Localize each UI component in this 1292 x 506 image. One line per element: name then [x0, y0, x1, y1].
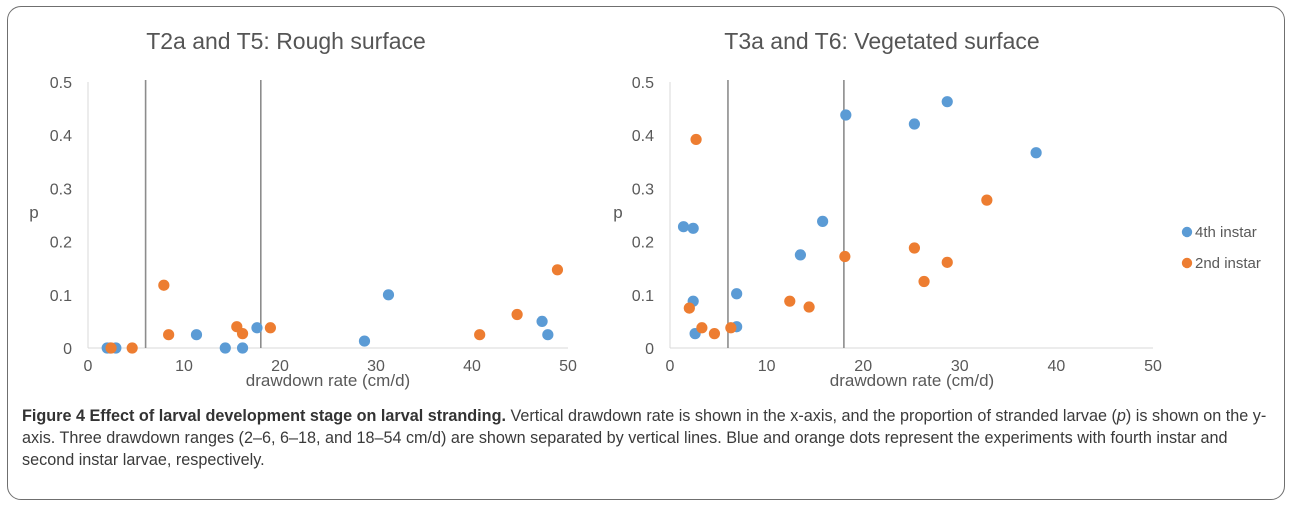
left-series-1-point: [511, 308, 523, 321]
left-series-1-point: [158, 279, 170, 291]
right-series-1-point: [696, 322, 708, 334]
right-y-axis-label: p: [613, 203, 622, 222]
right-x-tick-label: 30: [951, 358, 969, 375]
right-series-1-point: [683, 302, 695, 314]
caption-title: Figure 4 Effect of larval development st…: [22, 407, 506, 425]
left-series-0-point: [358, 335, 371, 347]
right-series-0-point: [840, 109, 852, 121]
left-series-1-point: [236, 328, 249, 340]
right-y-tick-label: 0.1: [632, 288, 654, 305]
left-series-1-point: [105, 342, 117, 354]
right-series-0-point: [794, 249, 807, 261]
right-legend-marker-0: [1181, 226, 1193, 238]
right-chart-title: T3a and T6: Vegetated surface: [724, 28, 1039, 54]
left-series-1-point: [264, 322, 276, 334]
left-series-1-point: [474, 329, 486, 341]
right-x-tick-label: 50: [1144, 358, 1162, 375]
left-series-0-point: [236, 342, 249, 354]
left-y-tick-label: 0.1: [50, 288, 72, 305]
right-y-tick-label: 0.2: [632, 235, 654, 252]
left-y-tick-label: 0: [63, 341, 72, 358]
right-series-1-point: [708, 328, 721, 340]
left-x-axis-label: drawdown rate (cm/d): [246, 371, 410, 390]
right-legend-label-0: 4th instar: [1195, 224, 1257, 241]
left-x-tick-label: 40: [463, 358, 481, 375]
left-series-0-point: [219, 342, 231, 354]
right-series-0-point: [1030, 147, 1042, 159]
left-chart-title: T2a and T5: Rough surface: [146, 28, 426, 54]
right-series-0-point: [941, 96, 953, 108]
right-x-tick-label: 0: [666, 358, 675, 375]
right-series-1-point: [690, 133, 702, 146]
left-x-tick-label: 10: [175, 358, 193, 375]
right-series-0-point: [908, 118, 920, 130]
figure-charts: T2a and T5: Rough surface 0 0.1 0.2 0.3 0.4 0.…: [29, 28, 1261, 390]
left-series-0-point: [251, 322, 263, 334]
left-x-tick-label: 20: [271, 358, 289, 375]
left-y-tick-label: 0.5: [50, 75, 72, 92]
right-series-1-point: [908, 242, 920, 254]
right-series-1-point: [803, 301, 815, 313]
right-y-tick-label: 0: [645, 341, 654, 358]
left-series-0-point: [536, 315, 548, 327]
left-x-tick-label: 0: [84, 358, 93, 375]
right-series-0-point: [731, 288, 743, 300]
right-y-tick-label: 0.3: [632, 181, 654, 198]
left-x-tick-label: 50: [559, 358, 577, 375]
left-y-tick-label: 0.3: [50, 181, 72, 198]
right-series-1-point: [784, 295, 796, 307]
right-series-0-point: [817, 215, 829, 227]
left-y-tick-label: 0.4: [50, 128, 72, 145]
left-series-1-point: [126, 342, 138, 354]
right-series-1-point: [839, 250, 851, 263]
right-x-axis-label: drawdown rate (cm/d): [830, 371, 994, 390]
right-y-tick-label: 0.5: [632, 75, 654, 92]
right-series-1-point: [941, 256, 953, 268]
caption-text-2: ) is shown on the y-axis. Three drawdown…: [22, 407, 1267, 469]
left-series-0-point: [542, 329, 554, 341]
caption-text-1: Vertical drawdown rate is shown in the x…: [505, 407, 1117, 425]
right-legend-marker-1: [1181, 257, 1193, 269]
left-series-0-point: [190, 329, 203, 341]
right-series-0-point: [677, 221, 690, 233]
left-y-axis-label: p: [29, 203, 38, 222]
right-y-tick-label: 0.4: [632, 128, 654, 145]
right-series-1-point: [918, 275, 930, 288]
left-x-tick-label: 30: [367, 358, 385, 375]
right-x-tick-label: 20: [854, 358, 872, 375]
right-series-1-point: [725, 322, 737, 334]
right-legend-label-1: 2nd instar: [1195, 255, 1261, 272]
left-y-tick-label: 0.2: [50, 235, 72, 252]
right-x-tick-label: 10: [758, 358, 776, 375]
figure-frame: [7, 6, 1285, 500]
left-series-0-point: [382, 289, 395, 301]
left-series-1-point: [551, 264, 564, 276]
left-series-1-point: [163, 329, 175, 341]
caption-p-symbol: p: [1116, 407, 1126, 425]
right-series-1-point: [981, 194, 993, 206]
right-x-tick-label: 40: [1048, 358, 1066, 375]
right-series-0-point: [687, 222, 699, 234]
figure-caption: Figure 4 Effect of larval development st…: [22, 405, 1274, 471]
